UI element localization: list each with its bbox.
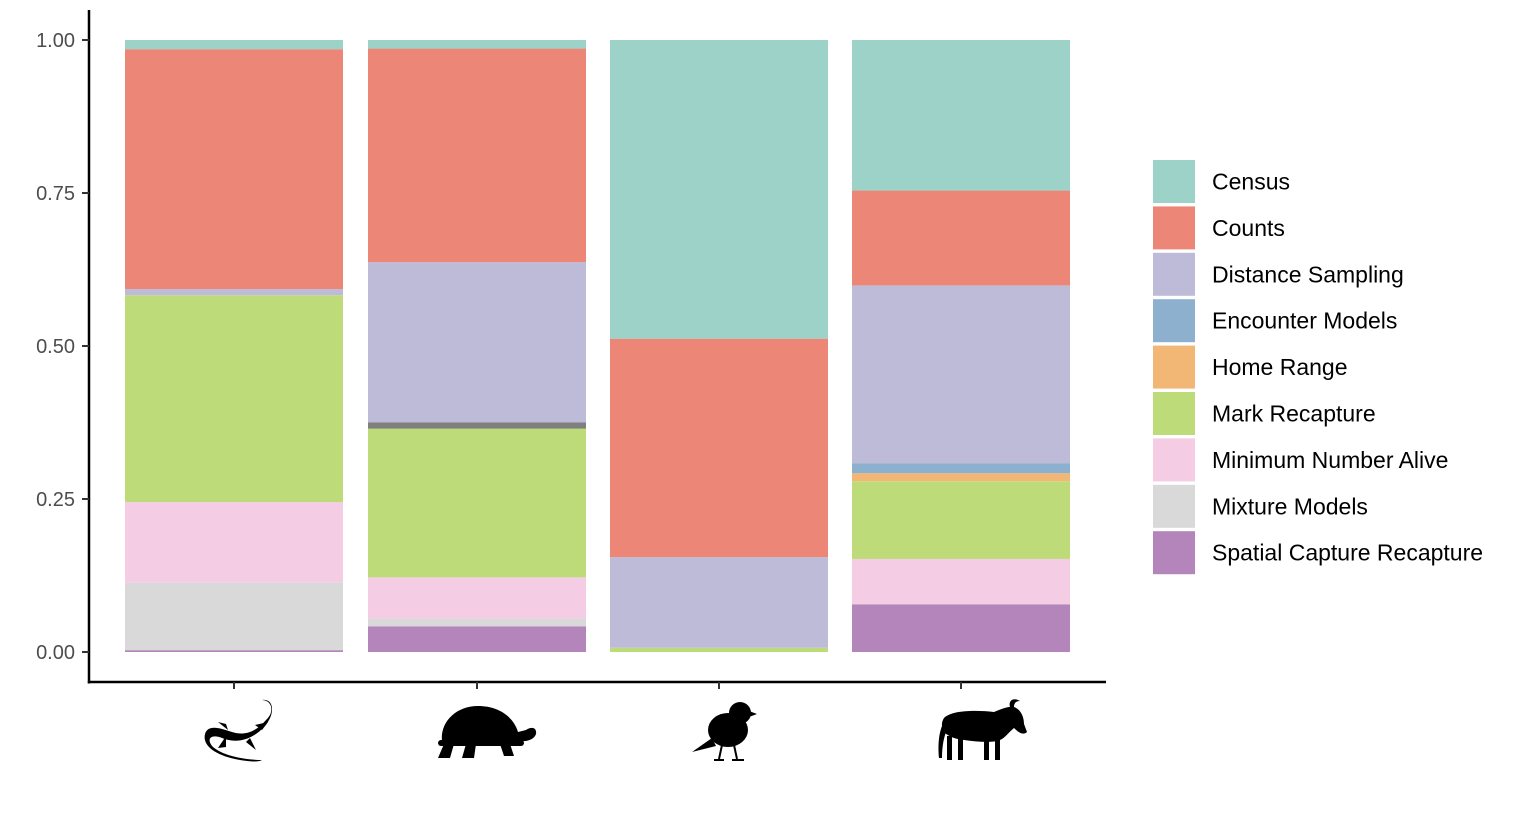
bar-segment [368, 577, 586, 619]
bar-segment [125, 295, 343, 503]
legend-item: Spatial Capture Recapture [1153, 531, 1483, 575]
bar-segment [852, 473, 1070, 482]
bar-segment [852, 190, 1070, 286]
bar-segment [125, 502, 343, 583]
legend-swatch [1153, 252, 1195, 296]
bars-layer [125, 40, 1070, 652]
bar-segment [368, 428, 586, 578]
legend-label: Minimum Number Alive [1212, 447, 1448, 473]
legend-item: Minimum Number Alive [1153, 438, 1448, 482]
bar-segment [125, 49, 343, 290]
bar-segment [610, 338, 828, 558]
legend-label: Mark Recapture [1212, 401, 1376, 427]
legend-item: Census [1153, 160, 1290, 203]
bar-segment [368, 422, 586, 429]
legend-label: Distance Sampling [1212, 261, 1404, 287]
legend-swatch [1153, 160, 1195, 203]
legend-label: Home Range [1212, 354, 1348, 380]
legend-swatch [1153, 299, 1195, 343]
legend-item: Distance Sampling [1153, 252, 1404, 296]
bar-segment [125, 40, 343, 50]
bar-segment [125, 650, 343, 652]
bar-segment [852, 558, 1070, 605]
legend-label: Census [1212, 169, 1290, 195]
legend-label: Encounter Models [1212, 308, 1397, 334]
bar-segment [125, 289, 343, 296]
bar-segment [368, 40, 586, 49]
legend-swatch [1153, 438, 1195, 482]
bar-segment [610, 557, 828, 648]
legend-swatch [1153, 345, 1195, 389]
legend-item: Counts [1153, 206, 1285, 250]
bar-segment [852, 40, 1070, 191]
y-tick-label: 0.25 [36, 489, 75, 511]
bird-icon [692, 702, 757, 761]
legend-label: Counts [1212, 215, 1285, 241]
tortoise-icon [438, 706, 537, 758]
legend-swatch [1153, 484, 1195, 528]
legend-swatch [1153, 206, 1195, 250]
bar-segment [852, 463, 1070, 474]
legend-item: Encounter Models [1153, 299, 1397, 343]
legend-label: Spatial Capture Recapture [1212, 540, 1483, 566]
y-tick-label: 0.00 [36, 642, 75, 664]
bar-segment [125, 582, 343, 651]
y-tick-label: 0.50 [36, 336, 75, 358]
wildebeest-icon [938, 699, 1027, 760]
legend-label: Mixture Models [1212, 493, 1368, 519]
legend-item: Home Range [1153, 345, 1348, 389]
bar-segment [368, 618, 586, 627]
bar-segment [610, 647, 828, 652]
y-tick-label: 0.75 [36, 183, 75, 205]
bar-segment [368, 262, 586, 423]
bar-segment [852, 285, 1070, 464]
legend-item: Mark Recapture [1153, 392, 1376, 435]
salamander-icon [204, 699, 273, 762]
legend-item: Mixture Models [1153, 484, 1368, 528]
bar-segment [852, 604, 1070, 652]
y-tick-label: 1.00 [36, 30, 75, 52]
bar-segment [368, 48, 586, 263]
bar-segment [368, 626, 586, 652]
legend: Census Counts Distance Sampling Encounter M… [1153, 160, 1483, 575]
legend-swatch [1153, 392, 1195, 435]
legend-swatch [1153, 531, 1195, 575]
bar-segment [852, 481, 1070, 559]
axes-layer: 0.00 0.25 0.50 0.75 1.00 [36, 10, 1106, 689]
category-icons-layer [204, 699, 1027, 762]
bar-segment [610, 40, 828, 339]
